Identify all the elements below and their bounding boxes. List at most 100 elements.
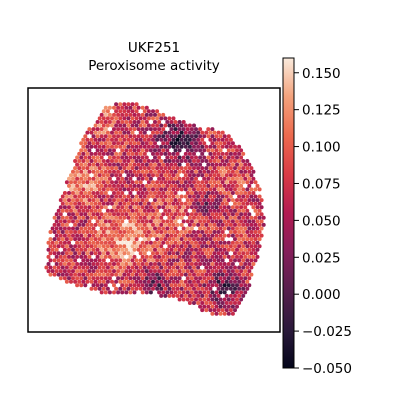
spot bbox=[165, 162, 170, 167]
spot bbox=[105, 279, 110, 284]
spot bbox=[77, 237, 82, 242]
spot bbox=[173, 191, 178, 195]
spot bbox=[253, 258, 258, 263]
spot bbox=[114, 208, 119, 213]
spot bbox=[140, 269, 145, 274]
spot bbox=[120, 269, 125, 274]
spot bbox=[171, 286, 176, 291]
spot bbox=[110, 230, 114, 234]
spot bbox=[216, 215, 221, 220]
spot bbox=[81, 244, 86, 249]
spot bbox=[114, 173, 119, 178]
spot bbox=[75, 169, 80, 174]
spot bbox=[140, 155, 145, 160]
spot bbox=[173, 262, 178, 266]
spot bbox=[161, 262, 166, 266]
spot bbox=[194, 183, 198, 188]
spot bbox=[56, 237, 61, 242]
spot bbox=[79, 183, 84, 188]
spot bbox=[95, 169, 100, 174]
spot bbox=[230, 247, 235, 252]
spot bbox=[181, 176, 186, 181]
spot bbox=[169, 212, 174, 217]
spot bbox=[218, 262, 223, 266]
spot bbox=[122, 222, 127, 227]
spot bbox=[73, 215, 78, 220]
spot bbox=[241, 237, 246, 242]
spot bbox=[81, 137, 86, 142]
spot bbox=[208, 144, 213, 149]
spot bbox=[144, 105, 149, 110]
spot bbox=[118, 244, 123, 249]
spot bbox=[110, 159, 114, 163]
spot bbox=[220, 187, 225, 192]
spot bbox=[189, 162, 194, 167]
spot bbox=[134, 194, 139, 199]
spot bbox=[107, 212, 112, 217]
spot bbox=[216, 180, 221, 185]
spot bbox=[212, 208, 217, 213]
spot bbox=[247, 162, 252, 167]
spot bbox=[75, 276, 80, 281]
spot bbox=[120, 276, 125, 281]
spot bbox=[155, 215, 160, 220]
spot bbox=[99, 269, 104, 274]
spot bbox=[226, 176, 231, 181]
spot bbox=[249, 194, 254, 199]
spot bbox=[159, 151, 164, 156]
spot bbox=[87, 141, 92, 146]
spot bbox=[144, 155, 149, 160]
spot bbox=[138, 258, 143, 263]
spot bbox=[204, 251, 209, 256]
spot bbox=[245, 272, 250, 277]
spot bbox=[235, 219, 239, 224]
spot bbox=[175, 137, 180, 142]
spot bbox=[89, 130, 94, 135]
spot bbox=[202, 183, 207, 188]
spot bbox=[179, 222, 184, 227]
spot bbox=[148, 148, 153, 153]
spot bbox=[142, 237, 147, 242]
spot bbox=[112, 134, 116, 139]
spot bbox=[179, 258, 184, 263]
spot bbox=[167, 144, 172, 149]
spot bbox=[105, 109, 110, 114]
spot bbox=[144, 219, 149, 224]
spot bbox=[200, 180, 205, 185]
spot bbox=[249, 173, 254, 178]
spot bbox=[103, 120, 108, 124]
spot bbox=[67, 191, 71, 195]
spot bbox=[202, 304, 207, 309]
spot bbox=[56, 215, 61, 220]
spot bbox=[118, 187, 123, 192]
spot bbox=[185, 169, 190, 174]
spot bbox=[226, 304, 231, 309]
spot bbox=[165, 254, 170, 259]
spot bbox=[103, 176, 108, 181]
spot bbox=[105, 265, 110, 270]
spot bbox=[206, 191, 211, 195]
spot bbox=[169, 283, 174, 288]
spot bbox=[112, 247, 116, 252]
spot bbox=[118, 237, 123, 242]
spot bbox=[216, 151, 221, 156]
spot bbox=[171, 251, 176, 256]
spot bbox=[222, 205, 227, 210]
spot bbox=[228, 208, 233, 213]
spot bbox=[148, 233, 153, 238]
spatial-spots bbox=[44, 102, 266, 316]
spot bbox=[126, 102, 131, 107]
spot bbox=[189, 191, 194, 195]
spot bbox=[241, 173, 246, 178]
spot bbox=[105, 244, 110, 249]
spot bbox=[216, 293, 221, 298]
spot bbox=[208, 265, 213, 270]
spot bbox=[224, 151, 229, 156]
spot bbox=[222, 283, 227, 288]
spot bbox=[93, 215, 98, 220]
spot bbox=[62, 205, 67, 210]
spot bbox=[177, 240, 182, 245]
spot bbox=[114, 215, 119, 220]
spot bbox=[138, 151, 143, 156]
spot bbox=[214, 233, 219, 238]
